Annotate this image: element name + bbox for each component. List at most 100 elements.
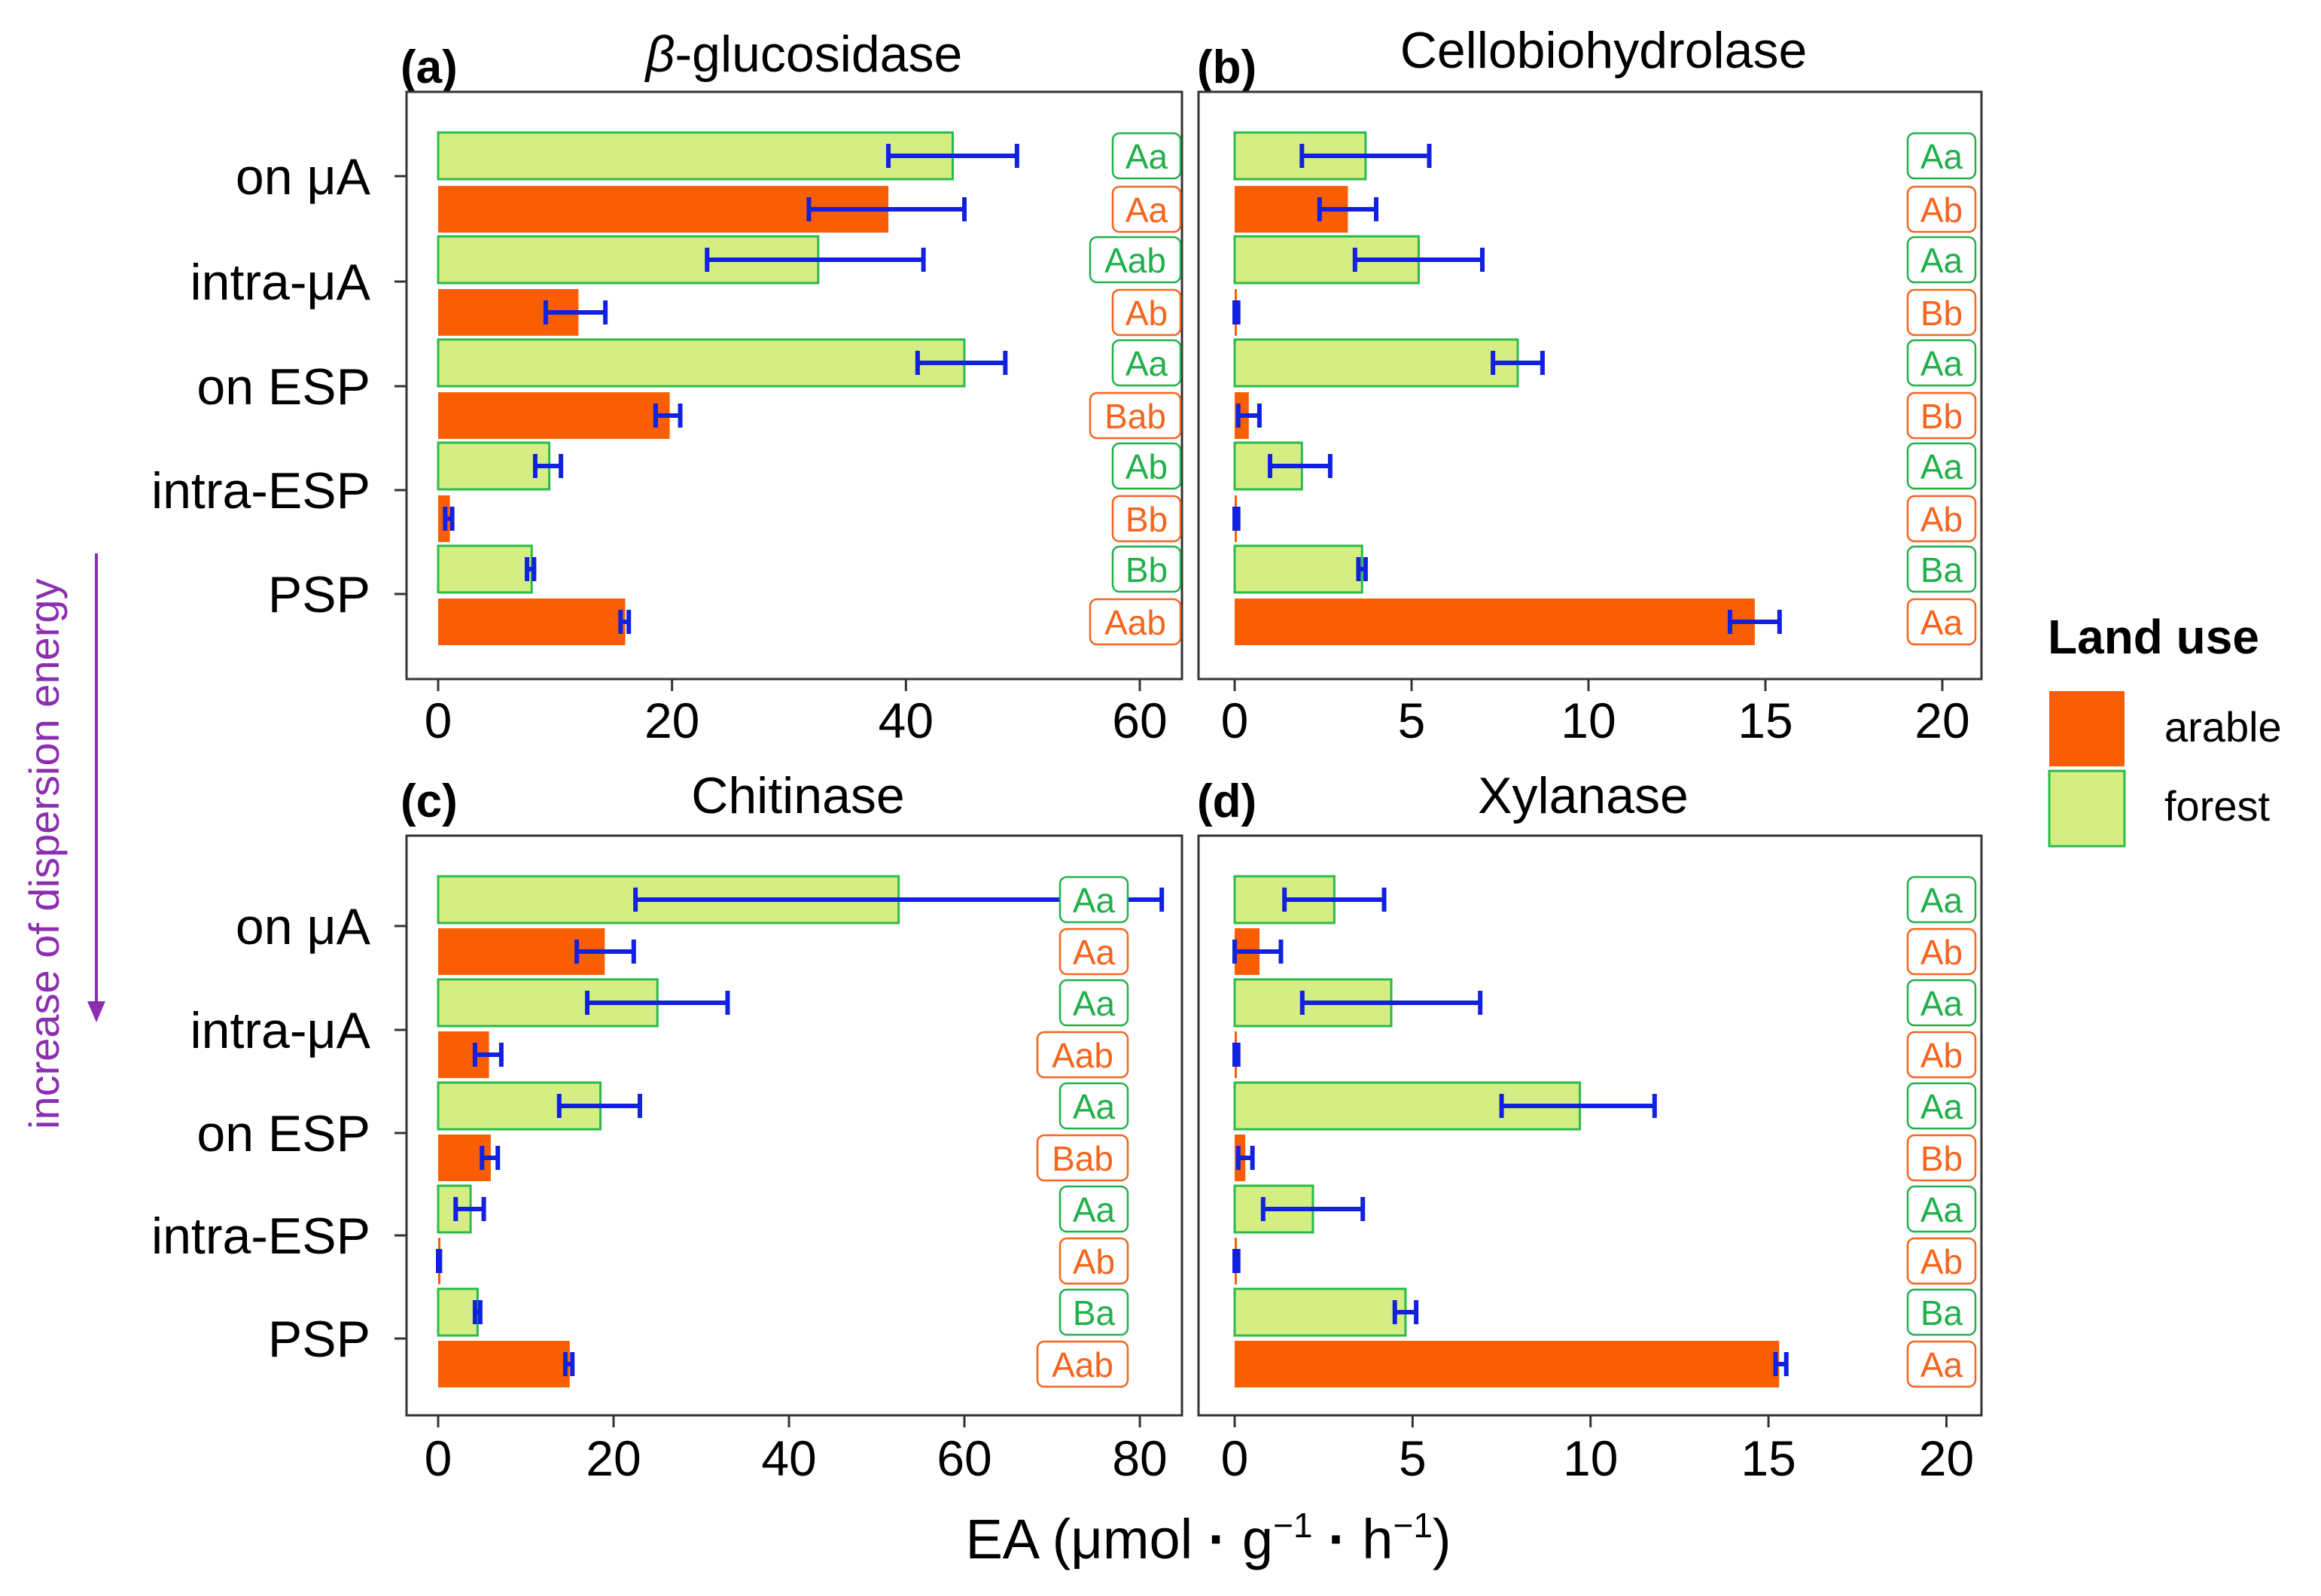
- y-tick-label: intra-μA: [190, 254, 371, 311]
- x-tick-label: 60: [937, 1430, 991, 1486]
- significance-badge-forest: Aa: [1058, 979, 1129, 1027]
- error-bar-arable: [653, 404, 683, 428]
- panel-c-content: 0 20 40 60 80 on μA intra-μA on ESP intra-ESP PSP…: [151, 875, 1168, 1486]
- error-bar-forest: [1392, 1300, 1419, 1324]
- x-tick-label: 40: [879, 693, 934, 748]
- significance-badge-forest: Aa: [1906, 1082, 1977, 1130]
- x-tick-label: 0: [1221, 1430, 1249, 1486]
- significance-badge-box: [1058, 979, 1129, 1027]
- panel-d-label: (d): [1197, 775, 1256, 827]
- bar-forest: [1233, 1287, 1407, 1337]
- significance-badge-box: [1111, 495, 1182, 543]
- significance-letter: Ba: [1920, 550, 1963, 589]
- bar-arable: [438, 598, 626, 645]
- error-bar-forest: [1268, 454, 1333, 478]
- y-tick-label: intra-ESP: [151, 1208, 370, 1265]
- significance-badge-box: [1058, 1288, 1129, 1336]
- panel-a-content: 0 20 40 60 on μA intra-μA on ESP intra-ESP PSP Aa…: [151, 131, 1182, 748]
- x-tick-label: 20: [1914, 693, 1969, 748]
- x-tick-label: 15: [1738, 693, 1793, 748]
- significance-letter: Ab: [1920, 500, 1963, 539]
- significance-letter: Ab: [1920, 1036, 1963, 1075]
- error-bar-arable: [1235, 404, 1262, 428]
- significance-badge-arable: Ab: [1906, 185, 1977, 233]
- significance-letter: Aab: [1052, 1345, 1113, 1384]
- error-bar-forest: [453, 1197, 486, 1221]
- x-axis-title-h-exp: −1: [1393, 1506, 1432, 1545]
- panel-a: (a) β-glucosidase 0 20 40 60 on μA intra-μA on…: [151, 26, 1183, 748]
- significance-badge-box: [1906, 598, 1977, 646]
- significance-badge-forest: Aa: [1906, 979, 1977, 1027]
- error-bar-forest: [705, 248, 926, 272]
- dispersion-energy-label: increase of dispersion energy: [20, 578, 68, 1129]
- legend-title: Land use: [2048, 610, 2259, 664]
- significance-badge-box: [1111, 442, 1182, 490]
- significance-letter: Aa: [1920, 1087, 1963, 1126]
- significance-badge-arable: Aa: [1906, 598, 1977, 646]
- significance-badge-forest: Aa: [1906, 442, 1977, 490]
- panel-b-label: (b): [1197, 41, 1256, 93]
- significance-badge-forest: Aa: [1906, 236, 1977, 284]
- error-bar-arable: [1232, 507, 1241, 531]
- x-axis-title-h: h: [1362, 1508, 1393, 1570]
- error-bar-arable: [1317, 197, 1378, 221]
- significance-letter: Aa: [1125, 137, 1168, 176]
- x-tick-label: 20: [586, 1430, 641, 1486]
- legend-swatch-forest: [2048, 769, 2126, 848]
- significance-letter: Aa: [1920, 984, 1963, 1023]
- significance-letter: Bb: [1125, 500, 1168, 539]
- significance-badge-box: [1089, 391, 1182, 440]
- significance-letter: Bab: [1052, 1139, 1113, 1178]
- significance-badge-box: [1906, 132, 1977, 180]
- significance-letter: Ab: [1125, 447, 1168, 486]
- error-bar-arable: [1232, 1249, 1241, 1273]
- significance-badge-forest: Aa: [1058, 1082, 1129, 1130]
- error-bar-arable: [562, 1352, 575, 1376]
- significance-badge-forest: Aa: [1111, 132, 1182, 180]
- significance-badge-box: [1906, 288, 1977, 337]
- x-axis-title-dot-1: ·: [1192, 1508, 1242, 1570]
- significance-badge-box: [1906, 1031, 1977, 1079]
- significance-badge-arable: Aab: [1036, 1031, 1129, 1079]
- significance-badge-box: [1036, 1031, 1129, 1079]
- significance-letter: Aa: [1073, 1087, 1116, 1126]
- significance-badge-forest: Aa: [1111, 339, 1182, 387]
- significance-letter: Aa: [1073, 984, 1116, 1023]
- error-bar-arable: [806, 197, 967, 221]
- x-tick-label: 40: [761, 1430, 816, 1486]
- significance-badge-box: [1111, 185, 1182, 233]
- panel-a-label: (a): [401, 41, 458, 93]
- significance-badge-box: [1089, 598, 1182, 646]
- x-axis-title-prefix: EA (μmol: [965, 1508, 1192, 1570]
- significance-badge-arable: Bab: [1036, 1134, 1129, 1182]
- error-bar-forest: [1356, 557, 1368, 581]
- significance-badge-box: [1058, 1082, 1129, 1130]
- significance-badge-forest: Aa: [1906, 876, 1977, 924]
- legend: Land use arable forest: [2048, 610, 2282, 848]
- significance-badge-box: [1111, 288, 1182, 337]
- significance-letter: Bb: [1920, 397, 1963, 436]
- significance-letter: Aab: [1052, 1036, 1113, 1075]
- significance-badge-box: [1906, 1185, 1977, 1233]
- error-bar-arable: [1235, 1146, 1255, 1170]
- bar-arable: [438, 1341, 570, 1387]
- dispersion-energy-indicator: increase of dispersion energy: [20, 553, 105, 1129]
- significance-badge-forest: Aa: [1058, 876, 1129, 924]
- significance-badge-arable: Aa: [1058, 927, 1129, 976]
- panel-d: (d) Xylanase 0 5 10 15 20 Aa Aa Aa Aa Ba Ab Ab Bb Ab A…: [1197, 767, 1983, 1486]
- significance-badge-arable: Bab: [1089, 391, 1182, 440]
- significance-badge-arable: Aa: [1111, 185, 1182, 233]
- significance-badge-box: [1906, 185, 1977, 233]
- error-bar-arable: [1773, 1352, 1789, 1376]
- panel-c: (c) Chitinase 0 20 40 60 80 on μA intra-μA on E…: [151, 767, 1183, 1486]
- error-bar-forest: [1352, 248, 1485, 272]
- significance-badge-arable: Aa: [1906, 1340, 1977, 1388]
- significance-letter: Ab: [1920, 1242, 1963, 1281]
- x-tick-label: 15: [1741, 1430, 1796, 1486]
- significance-letter: Bb: [1920, 1139, 1963, 1178]
- y-tick-label: PSP: [268, 1311, 370, 1368]
- error-bar-arable: [1232, 1043, 1241, 1067]
- x-tick-label: 0: [1221, 693, 1249, 748]
- error-bar-forest: [915, 351, 1008, 375]
